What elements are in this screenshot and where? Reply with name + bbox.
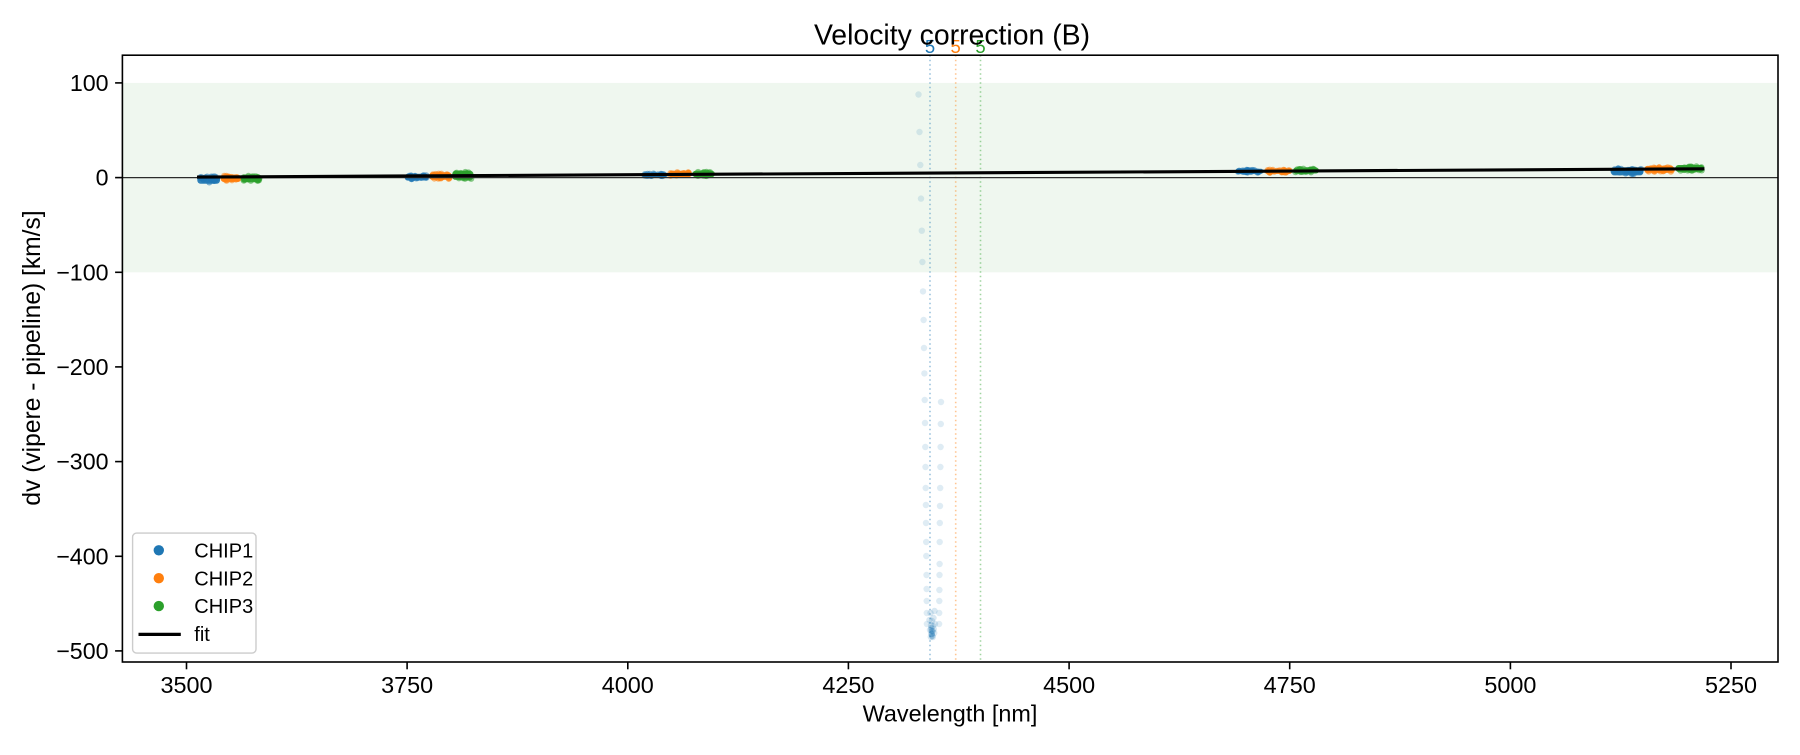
svg-text:4000: 4000 xyxy=(602,672,654,698)
svg-text:4750: 4750 xyxy=(1264,672,1316,698)
svg-text:3500: 3500 xyxy=(160,672,212,698)
svg-text:−100: −100 xyxy=(56,259,108,285)
svg-text:4250: 4250 xyxy=(822,672,874,698)
svg-text:4500: 4500 xyxy=(1043,672,1095,698)
svg-text:Wavelength [nm]: Wavelength [nm] xyxy=(863,701,1038,727)
svg-text:−200: −200 xyxy=(56,354,108,380)
svg-text:5: 5 xyxy=(925,36,935,57)
svg-text:−400: −400 xyxy=(56,543,108,569)
svg-text:5250: 5250 xyxy=(1705,672,1757,698)
svg-text:0: 0 xyxy=(96,165,109,191)
svg-text:Velocity correction (B): Velocity correction (B) xyxy=(814,19,1090,51)
svg-text:fit: fit xyxy=(194,624,210,646)
svg-text:5: 5 xyxy=(951,36,961,57)
svg-text:dv (vipere - pipeline) [km/s]: dv (vipere - pipeline) [km/s] xyxy=(19,210,46,505)
svg-text:−500: −500 xyxy=(56,638,108,664)
svg-text:CHIP2: CHIP2 xyxy=(194,568,253,590)
svg-text:5: 5 xyxy=(975,36,985,57)
svg-text:3750: 3750 xyxy=(381,672,433,698)
svg-text:5000: 5000 xyxy=(1484,672,1536,698)
svg-text:−300: −300 xyxy=(56,449,108,475)
svg-text:100: 100 xyxy=(70,70,109,96)
svg-text:CHIP3: CHIP3 xyxy=(194,596,253,618)
svg-text:CHIP1: CHIP1 xyxy=(194,540,253,562)
